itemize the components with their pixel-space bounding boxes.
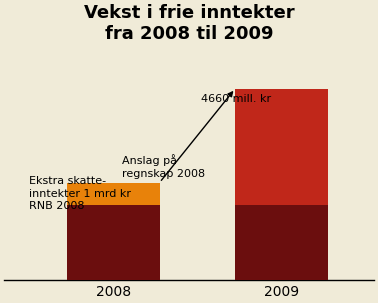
Text: Anslag på
regnskap 2008: Anslag på regnskap 2008 <box>122 155 205 179</box>
Bar <box>67 205 160 280</box>
Bar <box>67 182 160 205</box>
Bar <box>235 88 328 205</box>
Text: Ekstra skatte-
inntekter 1 mrd kr
RNB 2008: Ekstra skatte- inntekter 1 mrd kr RNB 20… <box>29 176 132 211</box>
Bar <box>235 205 328 280</box>
Title: Vekst i frie inntekter
fra 2008 til 2009: Vekst i frie inntekter fra 2008 til 2009 <box>84 4 294 43</box>
Text: 4660 mill. kr: 4660 mill. kr <box>201 94 271 104</box>
